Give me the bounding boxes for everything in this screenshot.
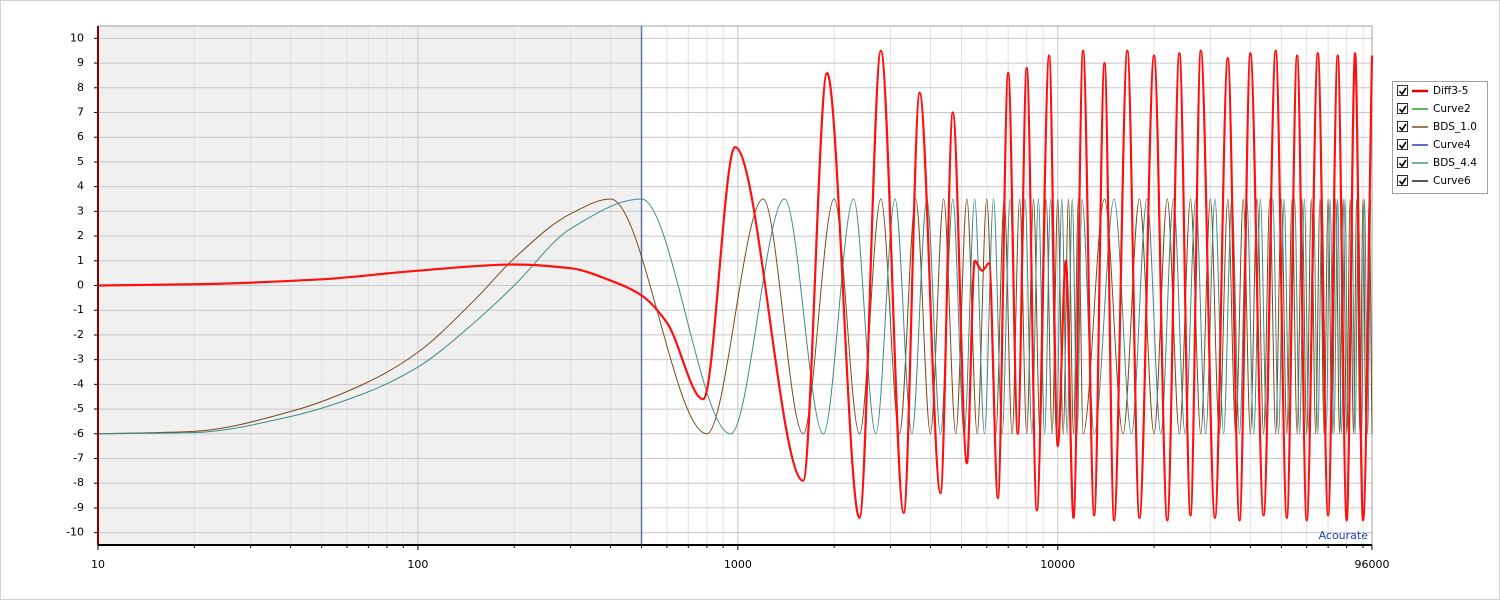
legend-label: Diff3-5 <box>1433 85 1468 97</box>
legend-checkbox <box>1397 103 1408 114</box>
legend-label: Curve4 <box>1433 139 1471 151</box>
y-tick-label: -8 <box>73 476 84 489</box>
y-tick-label: -6 <box>73 427 84 440</box>
legend-check <box>1398 177 1407 186</box>
legend-check <box>1398 87 1407 96</box>
x-tick-label: 10000 <box>1040 558 1075 571</box>
legend-label: Curve2 <box>1433 103 1471 115</box>
annotation: Acourate <box>1319 529 1369 542</box>
y-tick-label: 3 <box>77 204 84 217</box>
y-tick-label: 1 <box>77 254 84 267</box>
y-tick-label: 0 <box>77 279 84 292</box>
x-tick-label: 1000 <box>724 558 752 571</box>
x-tick-label: 10 <box>91 558 105 571</box>
y-tick-label: 2 <box>77 229 84 242</box>
legend-checkbox <box>1397 121 1408 132</box>
y-tick-label: -4 <box>73 377 84 390</box>
y-tick-label: 4 <box>77 180 84 193</box>
legend-checkbox <box>1397 85 1408 96</box>
legend-label: BDS_1.0 <box>1433 121 1477 133</box>
y-tick-label: -7 <box>73 452 84 465</box>
data-line <box>97 198 1372 435</box>
legend-checkbox <box>1397 157 1408 168</box>
y-tick-label: 7 <box>77 106 84 119</box>
legend-label: BDS_4.4 <box>1433 157 1477 169</box>
legend-check <box>1398 105 1407 114</box>
y-tick-label: -5 <box>73 402 84 415</box>
y-tick-label: -1 <box>73 303 84 316</box>
legend-box <box>1392 81 1488 194</box>
y-tick-label: -2 <box>73 328 84 341</box>
y-tick-label: -10 <box>66 526 84 539</box>
x-tick-label: 100 <box>407 558 428 571</box>
legend-check <box>1398 123 1407 132</box>
y-tick-label: 5 <box>77 155 84 168</box>
legend: Diff3-5 Curve2 BDS_1.0 Curve4 BDS_4.4 Curve6 <box>1392 81 1488 194</box>
y-tick-label: 8 <box>77 81 84 94</box>
legend-label: Curve6 <box>1433 175 1471 187</box>
legend-checkbox <box>1397 175 1408 186</box>
legend-check <box>1398 159 1407 168</box>
data-line <box>97 49 1374 522</box>
y-tick-label: 9 <box>77 56 84 69</box>
legend-check <box>1398 141 1407 150</box>
y-tick-label: -9 <box>73 501 84 514</box>
y-tick-label: 6 <box>77 130 84 143</box>
legend-checkbox <box>1397 139 1408 150</box>
y-tick-label: 10 <box>70 31 84 44</box>
y-tick-label: -3 <box>73 353 84 366</box>
x-tick-label: 96000 <box>1355 558 1390 571</box>
